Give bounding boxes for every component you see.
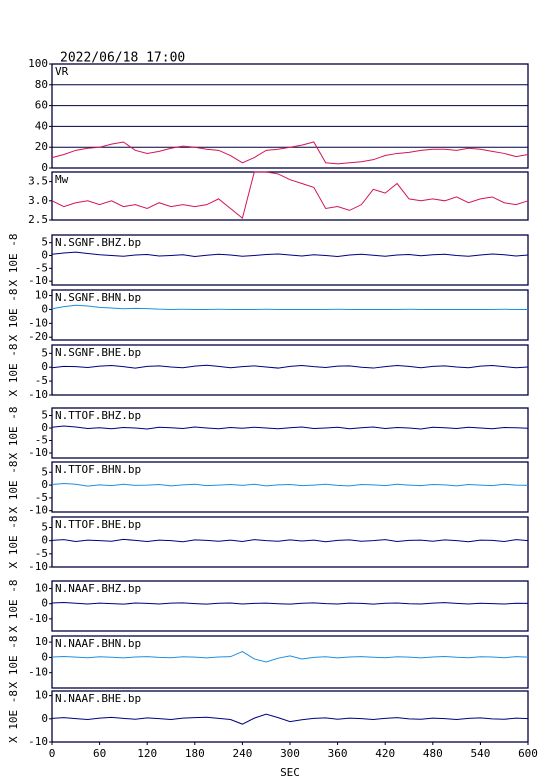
panel-label: N.NAAF.BHN.bp [55, 637, 141, 650]
x-tick-label: 600 [518, 747, 538, 760]
y-tick-label: 100 [28, 57, 48, 70]
y-tick-label: 20 [35, 140, 48, 153]
x-tick-label: 420 [375, 747, 395, 760]
y-tick-label: 0 [41, 597, 48, 610]
y-tick-label: 60 [35, 99, 48, 112]
y-tick-label: 0 [41, 421, 48, 434]
y-tick-label: 0 [41, 650, 48, 663]
trace [51, 602, 529, 605]
y-axis-label: X 10E -8 [7, 461, 20, 514]
trace [51, 251, 529, 258]
y-axis-label: X 10E -8 [7, 234, 20, 287]
trace [51, 651, 529, 663]
y-tick-label: -5 [35, 547, 48, 560]
y-tick-label: -10 [28, 446, 48, 459]
y-axis-label: X 10E -8 [7, 407, 20, 460]
panel-frame [51, 344, 529, 396]
y-tick-label: -5 [35, 434, 48, 447]
y-tick-label: -10 [28, 274, 48, 287]
chart-title: 2022/06/18 17:00 [60, 51, 185, 66]
x-tick-label: 120 [137, 747, 157, 760]
x-tick-label: 300 [280, 747, 300, 760]
y-tick-label: 3.0 [28, 194, 48, 207]
y-axis-label: X 10E -8 [7, 516, 20, 569]
panel-frame [51, 580, 529, 632]
x-tick-label: 480 [423, 747, 443, 760]
x-tick-label: 180 [185, 747, 205, 760]
panel-frame [51, 635, 529, 689]
panel-label: N.SGNF.BHZ.bp [55, 236, 141, 249]
panel-label: VR [55, 65, 69, 78]
y-tick-label: 10 [35, 635, 48, 648]
y-tick-label: -5 [35, 491, 48, 504]
x-tick-label: 60 [93, 747, 106, 760]
y-tick-label: 0 [41, 360, 48, 373]
y-tick-label: -10 [28, 316, 48, 329]
panel-label: N.TTOF.BHE.bp [55, 518, 141, 531]
y-tick-label: 5 [41, 346, 48, 359]
y-tick-label: -20 [28, 330, 48, 343]
trace [51, 483, 529, 487]
y-tick-label: 0 [41, 712, 48, 725]
panel-label: N.NAAF.BHE.bp [55, 692, 141, 705]
y-tick-label: 5 [41, 236, 48, 249]
x-tick-label: 360 [328, 747, 348, 760]
y-tick-label: -10 [28, 504, 48, 517]
panel-label: N.SGNF.BHE.bp [55, 346, 141, 359]
x-tick-label: 0 [49, 747, 56, 760]
y-tick-label: 0 [41, 161, 48, 174]
y-tick-label: -10 [28, 388, 48, 401]
y-tick-label: -5 [35, 374, 48, 387]
x-tick-label: 240 [232, 747, 252, 760]
panel-label: N.NAAF.BHZ.bp [55, 582, 141, 595]
y-tick-label: 0 [41, 478, 48, 491]
y-tick-label: 5 [41, 409, 48, 422]
y-tick-label: -5 [35, 261, 48, 274]
y-axis-label: X 10E -8 [7, 344, 20, 397]
y-tick-label: -10 [28, 612, 48, 625]
y-axis-label: X 10E -8 [7, 580, 20, 633]
panel-frame [51, 516, 529, 568]
y-axis-label: X 10E -8 [7, 690, 20, 743]
trace [51, 538, 529, 543]
trace [51, 364, 529, 369]
y-tick-label: 10 [35, 689, 48, 702]
y-tick-label: 2.5 [28, 213, 48, 226]
y-tick-label: 80 [35, 78, 48, 91]
y-tick-label: 10 [35, 289, 48, 302]
y-tick-label: 0 [41, 249, 48, 262]
panel-frame [51, 461, 529, 513]
y-tick-label: 3.5 [28, 175, 48, 188]
y-tick-label: 0 [41, 534, 48, 547]
panel-frame [51, 63, 529, 169]
panel-label: N.SGNF.BHN.bp [55, 291, 141, 304]
panel-label: Mw [55, 173, 69, 186]
y-tick-label: 0 [41, 302, 48, 315]
y-tick-label: 5 [41, 465, 48, 478]
panel-label: N.TTOF.BHN.bp [55, 463, 141, 476]
panel-frame [51, 171, 529, 221]
trace [51, 713, 529, 725]
y-tick-label: 40 [35, 119, 48, 132]
y-tick-label: -10 [28, 735, 48, 748]
y-axis-label: X 10E -8 [7, 289, 20, 342]
x-tick-label: 540 [470, 747, 490, 760]
panel-label: N.TTOF.BHZ.bp [55, 409, 141, 422]
y-tick-label: 10 [35, 582, 48, 595]
y-tick-label: -10 [28, 560, 48, 573]
y-axis-label: X 10E -8 [7, 636, 20, 689]
x-axis-label: SEC [280, 766, 300, 779]
panel-frame [51, 407, 529, 459]
y-tick-label: 5 [41, 521, 48, 534]
panel-frame [51, 234, 529, 286]
trace [51, 171, 529, 219]
panel-frame [51, 289, 529, 341]
trace [51, 425, 529, 430]
y-tick-label: -10 [28, 666, 48, 679]
trace [51, 304, 528, 310]
trace [51, 141, 529, 165]
